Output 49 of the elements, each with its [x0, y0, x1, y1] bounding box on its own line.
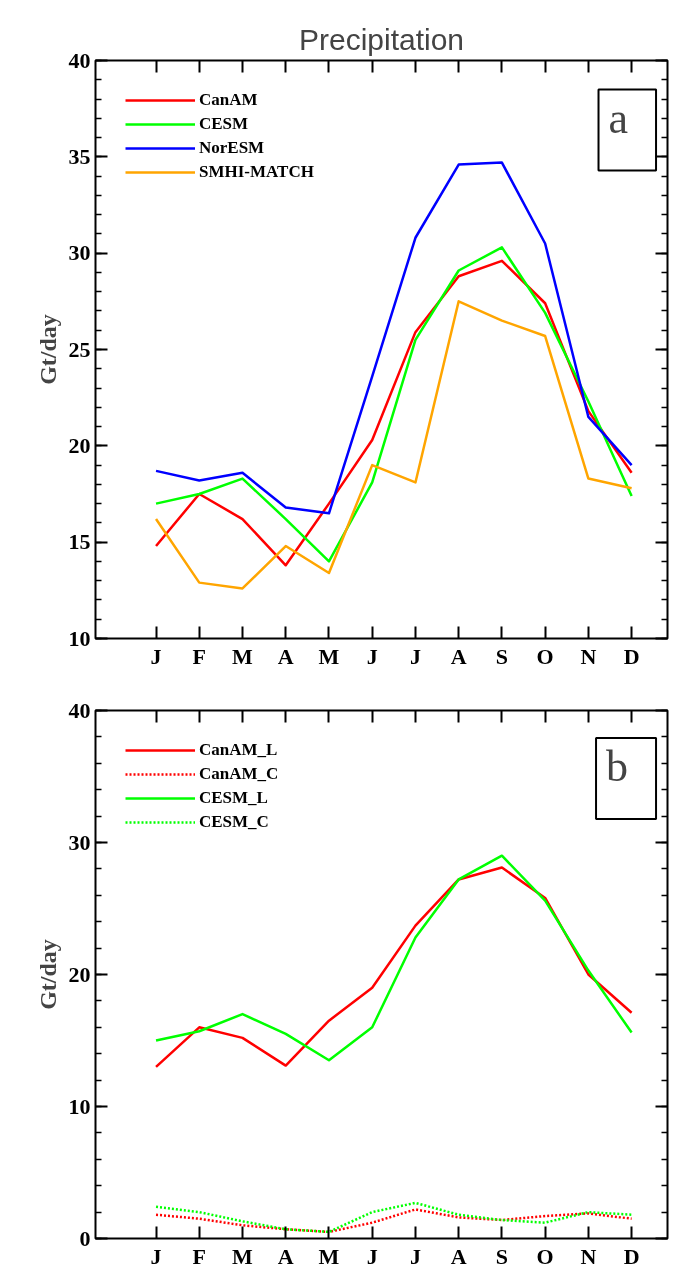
x-tick-label: J	[150, 1243, 162, 1269]
x-tick-label: N	[580, 1243, 597, 1269]
x-tick-label: J	[409, 1243, 421, 1269]
y-tick-label: 10	[68, 625, 91, 651]
y-tick-label: 25	[68, 336, 91, 362]
x-tick-label: D	[623, 643, 640, 669]
x-tick-label: M	[318, 1243, 340, 1269]
x-tick-label: J	[150, 643, 162, 669]
legend-label: CanAM_C	[199, 764, 279, 784]
chart-title: Precipitation	[298, 22, 465, 56]
x-tick-label: N	[580, 643, 597, 669]
x-tick-label: O	[536, 643, 554, 669]
x-tick-label: A	[450, 1243, 467, 1269]
x-tick-label: S	[495, 1243, 509, 1269]
y-tick-label: 20	[68, 961, 91, 987]
x-tick-label: M	[232, 1243, 254, 1269]
legend-label: NorESM	[199, 138, 265, 158]
x-tick-label: S	[495, 643, 509, 669]
x-tick-label: A	[277, 1243, 294, 1269]
x-tick-label: J	[366, 1243, 378, 1269]
x-tick-label: M	[232, 643, 254, 669]
x-tick-label: F	[192, 1243, 206, 1269]
y-tick-label: 40	[68, 47, 91, 73]
annotation: b	[606, 741, 629, 791]
y-tick-label: 30	[68, 240, 91, 266]
y-tick-label: 0	[79, 1225, 91, 1251]
x-tick-label: J	[366, 643, 378, 669]
x-tick-label: A	[450, 643, 467, 669]
legend-label: CESM	[199, 114, 249, 134]
x-tick-label: F	[192, 643, 206, 669]
annotation: a	[608, 93, 629, 143]
y-axis-title: Gt/day	[34, 939, 61, 1010]
y-tick-label: 35	[68, 143, 91, 169]
x-tick-label: M	[318, 643, 340, 669]
y-tick-label: 15	[68, 529, 91, 555]
legend-label: CESM_L	[199, 788, 268, 808]
y-tick-label: 20	[68, 432, 91, 458]
x-tick-label: O	[536, 1243, 554, 1269]
y-tick-label: 40	[68, 697, 91, 723]
x-tick-label: J	[409, 643, 421, 669]
x-tick-label: A	[277, 643, 294, 669]
y-tick-label: 30	[68, 829, 91, 855]
legend-label: SMHI-MATCH	[199, 162, 314, 182]
y-tick-label: 10	[68, 1093, 91, 1119]
x-tick-label: D	[623, 1243, 640, 1269]
legend-label: CESM_C	[199, 812, 269, 832]
y-axis-title: Gt/day	[34, 314, 61, 385]
legend-label: CanAM	[199, 90, 258, 110]
legend-label: CanAM_L	[199, 740, 278, 760]
